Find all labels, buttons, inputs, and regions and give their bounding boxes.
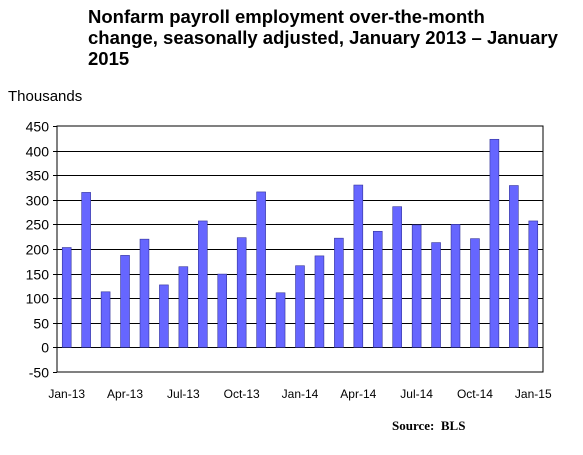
bar-apr-14 (353, 184, 364, 348)
y-tick-label: 250 (26, 217, 50, 233)
y-tick-label: 0 (41, 340, 49, 356)
x-tick-label: Jan-13 (48, 387, 85, 401)
bar-may-14 (372, 230, 383, 348)
bar-jun-14 (392, 206, 402, 348)
bar-mar-14 (334, 237, 344, 348)
x-tick-label: Jan-14 (282, 387, 319, 401)
bar-nov-13 (256, 191, 266, 348)
bar-aug-13 (198, 220, 208, 348)
bar-oct-13 (236, 237, 247, 348)
x-tick-label: Apr-14 (340, 387, 376, 401)
y-tick-label: 450 (26, 119, 50, 135)
x-tick-label: Oct-13 (224, 387, 260, 401)
y-tick-label: 350 (26, 168, 50, 184)
x-tick-label: Oct-14 (457, 387, 493, 401)
bar-dec-13 (275, 292, 286, 348)
y-tick-label: 150 (26, 267, 50, 283)
source-note: Source: BLS (392, 418, 466, 433)
y-tick-label: 100 (26, 291, 50, 307)
y-axis-label: Thousands (8, 88, 83, 105)
x-tick-label: Jan-15 (515, 387, 552, 401)
bar-jun-13 (159, 284, 169, 348)
bar-jan-14 (295, 265, 305, 348)
bar-sep-13 (217, 273, 228, 348)
chart-title: Nonfarm payroll employment over-the-mont… (88, 6, 558, 69)
bar-jul-14 (411, 224, 422, 348)
x-tick-label: Apr-13 (107, 387, 143, 401)
bar-feb-13 (81, 192, 91, 348)
y-tick-label: 200 (26, 242, 50, 258)
bar-mar-13 (100, 291, 111, 348)
bar-nov-14 (489, 138, 500, 348)
bar-aug-14 (431, 242, 441, 348)
bar-may-13 (139, 238, 150, 348)
y-tick-label: 300 (26, 193, 50, 209)
bar-sep-14 (450, 224, 461, 348)
y-tick-label: 400 (26, 144, 50, 160)
bar-dec-14 (509, 185, 519, 348)
bar-oct-14 (470, 238, 480, 348)
y-tick-label: -50 (29, 365, 49, 381)
bar-jul-13 (178, 266, 189, 348)
x-tick-label: Jul-14 (400, 387, 433, 401)
bar-feb-14 (314, 255, 325, 348)
x-tick-label: Jul-13 (167, 387, 200, 401)
bar-apr-13 (120, 255, 130, 348)
bar-jan-15 (528, 220, 539, 348)
y-tick-label: 50 (33, 316, 49, 332)
bar-jan-13 (61, 247, 72, 348)
